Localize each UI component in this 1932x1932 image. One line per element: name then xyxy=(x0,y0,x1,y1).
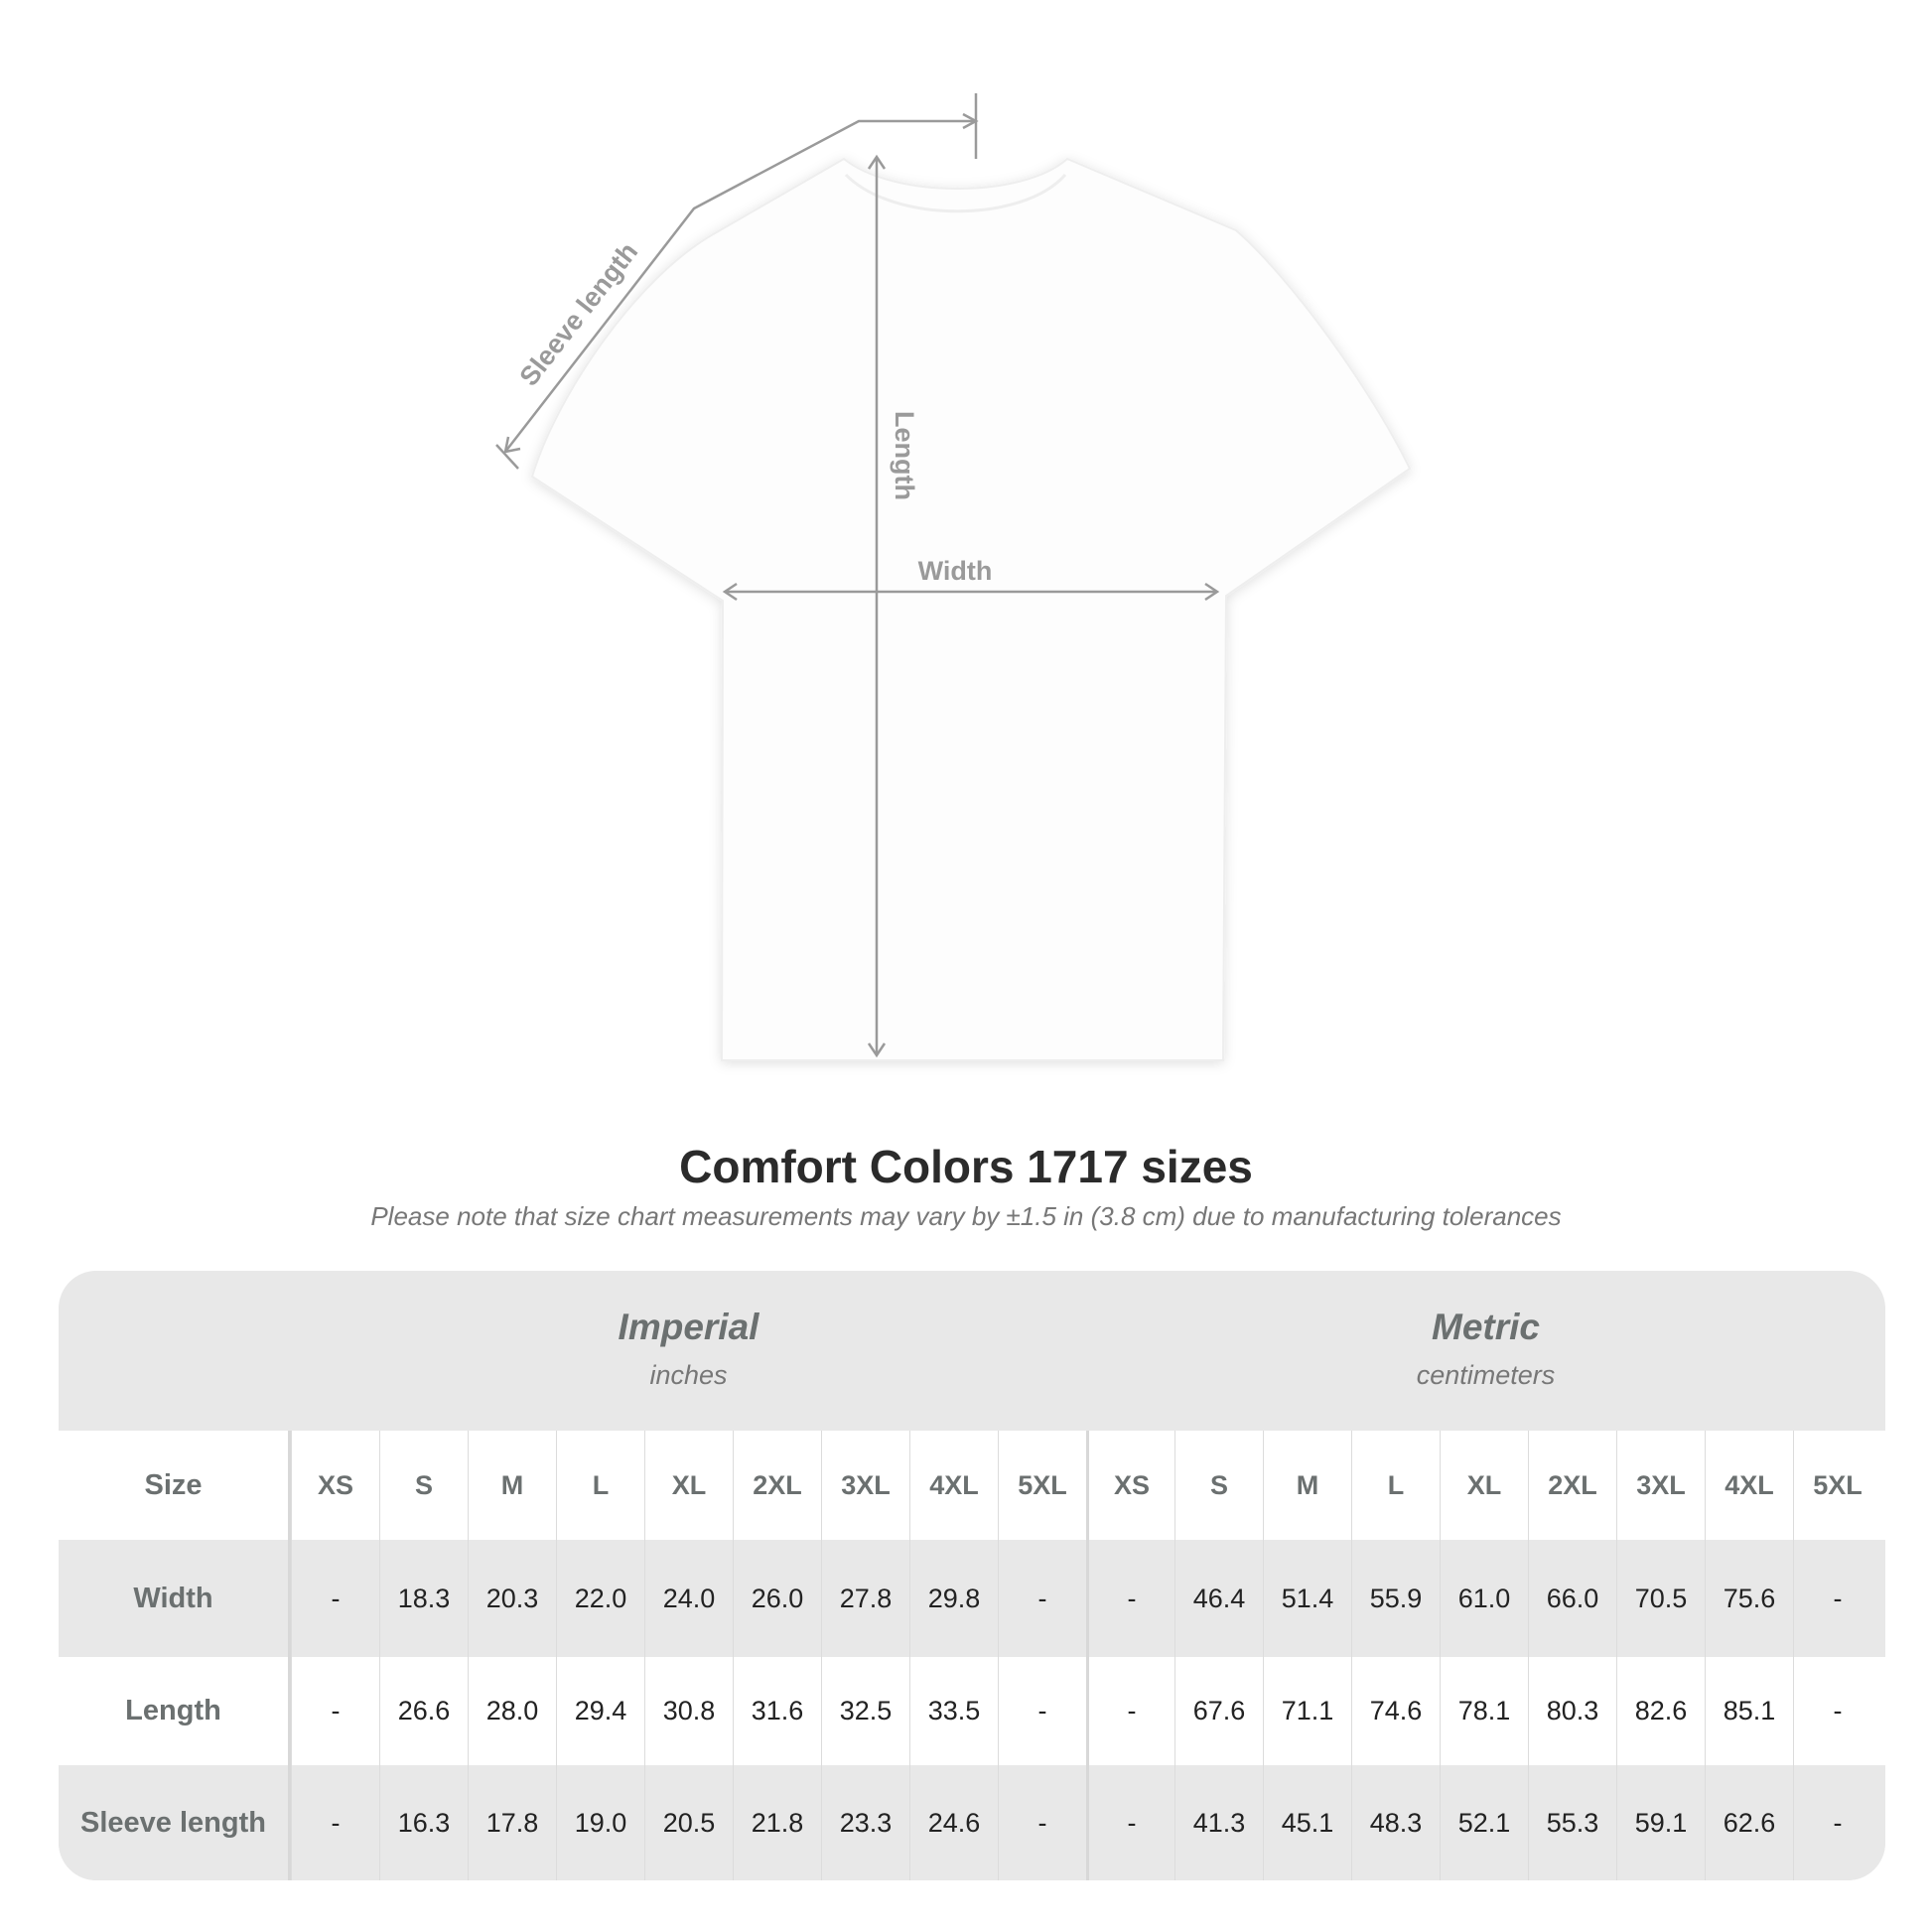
imperial-value: 31.6 xyxy=(733,1657,821,1765)
width-label: Width xyxy=(918,556,993,586)
metric-value: 48.3 xyxy=(1351,1765,1440,1880)
metric-value: - xyxy=(1086,1765,1174,1880)
size-header-imperial: 3XL xyxy=(821,1431,909,1540)
size-table: Imperial inches Metric centimeters Size X… xyxy=(59,1271,1885,1880)
size-header-metric: L xyxy=(1351,1431,1440,1540)
metric-value: 45.1 xyxy=(1263,1765,1351,1880)
sleeve-length-line xyxy=(504,119,976,453)
imperial-value: 16.3 xyxy=(379,1765,468,1880)
metric-value: 70.5 xyxy=(1616,1540,1705,1657)
imperial-title: Imperial xyxy=(618,1307,759,1347)
imperial-value: 17.8 xyxy=(468,1765,556,1880)
row-label: Length xyxy=(59,1657,291,1765)
metric-value: 59.1 xyxy=(1616,1765,1705,1880)
size-header-metric: 2XL xyxy=(1528,1431,1616,1540)
imperial-value: - xyxy=(998,1540,1086,1657)
imperial-value: 24.6 xyxy=(909,1765,998,1880)
metric-value: - xyxy=(1793,1657,1881,1765)
imperial-value: 29.8 xyxy=(909,1540,998,1657)
size-header-metric: XL xyxy=(1440,1431,1528,1540)
size-header-imperial: M xyxy=(468,1431,556,1540)
page-title: Comfort Colors 1717 sizes xyxy=(679,1141,1253,1192)
metric-value: 61.0 xyxy=(1440,1540,1528,1657)
metric-value: 67.6 xyxy=(1174,1657,1263,1765)
metric-value: 85.1 xyxy=(1705,1657,1793,1765)
tshirt-image xyxy=(530,157,1412,1061)
imperial-value: 18.3 xyxy=(379,1540,468,1657)
imperial-value: 27.8 xyxy=(821,1540,909,1657)
size-header-imperial: 5XL xyxy=(998,1431,1086,1540)
imperial-value: 29.4 xyxy=(556,1657,644,1765)
imperial-value: 24.0 xyxy=(644,1540,733,1657)
size-header-metric: 3XL xyxy=(1616,1431,1705,1540)
imperial-value: - xyxy=(998,1657,1086,1765)
table-row: Sleeve length -16.3 17.8 19.0 20.5 21.8 23.3 24… xyxy=(59,1765,1885,1880)
imperial-value: - xyxy=(998,1765,1086,1880)
size-header-metric: 5XL xyxy=(1793,1431,1881,1540)
metric-value: 41.3 xyxy=(1174,1765,1263,1880)
metric-value: 78.1 xyxy=(1440,1657,1528,1765)
row-label: Sleeve length xyxy=(59,1765,291,1880)
imperial-value: 22.0 xyxy=(556,1540,644,1657)
metric-value: 55.9 xyxy=(1351,1540,1440,1657)
metric-value: 62.6 xyxy=(1705,1765,1793,1880)
imperial-value: 20.3 xyxy=(468,1540,556,1657)
imperial-value: 30.8 xyxy=(644,1657,733,1765)
imperial-value: 28.0 xyxy=(468,1657,556,1765)
metric-value: 80.3 xyxy=(1528,1657,1616,1765)
table-row: Width -18.3 20.3 22.0 24.0 26.0 27.8 29.8- -46.4… xyxy=(59,1540,1885,1657)
metric-unit: centimeters xyxy=(1416,1360,1556,1390)
metric-value: 66.0 xyxy=(1528,1540,1616,1657)
table-row: Length -26.6 28.0 29.4 30.8 31.6 32.5 33.5- -67.… xyxy=(59,1657,1885,1765)
imperial-value: 26.6 xyxy=(379,1657,468,1765)
imperial-unit: inches xyxy=(649,1360,728,1390)
size-header-metric: M xyxy=(1263,1431,1351,1540)
size-header-metric: XS xyxy=(1086,1431,1174,1540)
size-header-metric: S xyxy=(1174,1431,1263,1540)
size-header-imperial: L xyxy=(556,1431,644,1540)
size-header-imperial: 2XL xyxy=(733,1431,821,1540)
metric-value: 71.1 xyxy=(1263,1657,1351,1765)
metric-value: 52.1 xyxy=(1440,1765,1528,1880)
size-header-imperial: 4XL xyxy=(909,1431,998,1540)
imperial-value: 26.0 xyxy=(733,1540,821,1657)
metric-value: 55.3 xyxy=(1528,1765,1616,1880)
size-header-label: Size xyxy=(59,1431,291,1540)
imperial-header: Imperial inches xyxy=(291,1271,1086,1431)
imperial-value: 21.8 xyxy=(733,1765,821,1880)
metric-value: 51.4 xyxy=(1263,1540,1351,1657)
size-header-row: Size XS S M L XL 2XL 3XL 4XL 5XL XS S M L XL 2XL 3XL 4XL 5… xyxy=(59,1431,1885,1540)
imperial-value: - xyxy=(291,1540,379,1657)
row-label: Width xyxy=(59,1540,291,1657)
tolerance-note: Please note that size chart measurements… xyxy=(370,1201,1562,1231)
metric-title: Metric xyxy=(1432,1307,1540,1347)
tshirt-diagram: Sleeve length Length Width xyxy=(495,93,1412,1061)
size-header-imperial: XL xyxy=(644,1431,733,1540)
metric-value: - xyxy=(1086,1540,1174,1657)
metric-value: 74.6 xyxy=(1351,1657,1440,1765)
metric-header: Metric centimeters xyxy=(1086,1271,1885,1431)
metric-value: - xyxy=(1793,1765,1881,1880)
metric-value: - xyxy=(1086,1657,1174,1765)
imperial-value: - xyxy=(291,1765,379,1880)
metric-value: 75.6 xyxy=(1705,1540,1793,1657)
imperial-value: - xyxy=(291,1657,379,1765)
imperial-value: 32.5 xyxy=(821,1657,909,1765)
imperial-value: 23.3 xyxy=(821,1765,909,1880)
imperial-value: 19.0 xyxy=(556,1765,644,1880)
measure-lines xyxy=(495,93,1220,1058)
metric-value: - xyxy=(1793,1540,1881,1657)
imperial-value: 20.5 xyxy=(644,1765,733,1880)
size-header-imperial: XS xyxy=(291,1431,379,1540)
collar xyxy=(844,173,1067,213)
metric-value: 82.6 xyxy=(1616,1657,1705,1765)
imperial-value: 33.5 xyxy=(909,1657,998,1765)
size-header-metric: 4XL xyxy=(1705,1431,1793,1540)
metric-value: 46.4 xyxy=(1174,1540,1263,1657)
length-label: Length xyxy=(890,411,919,500)
size-header-imperial: S xyxy=(379,1431,468,1540)
